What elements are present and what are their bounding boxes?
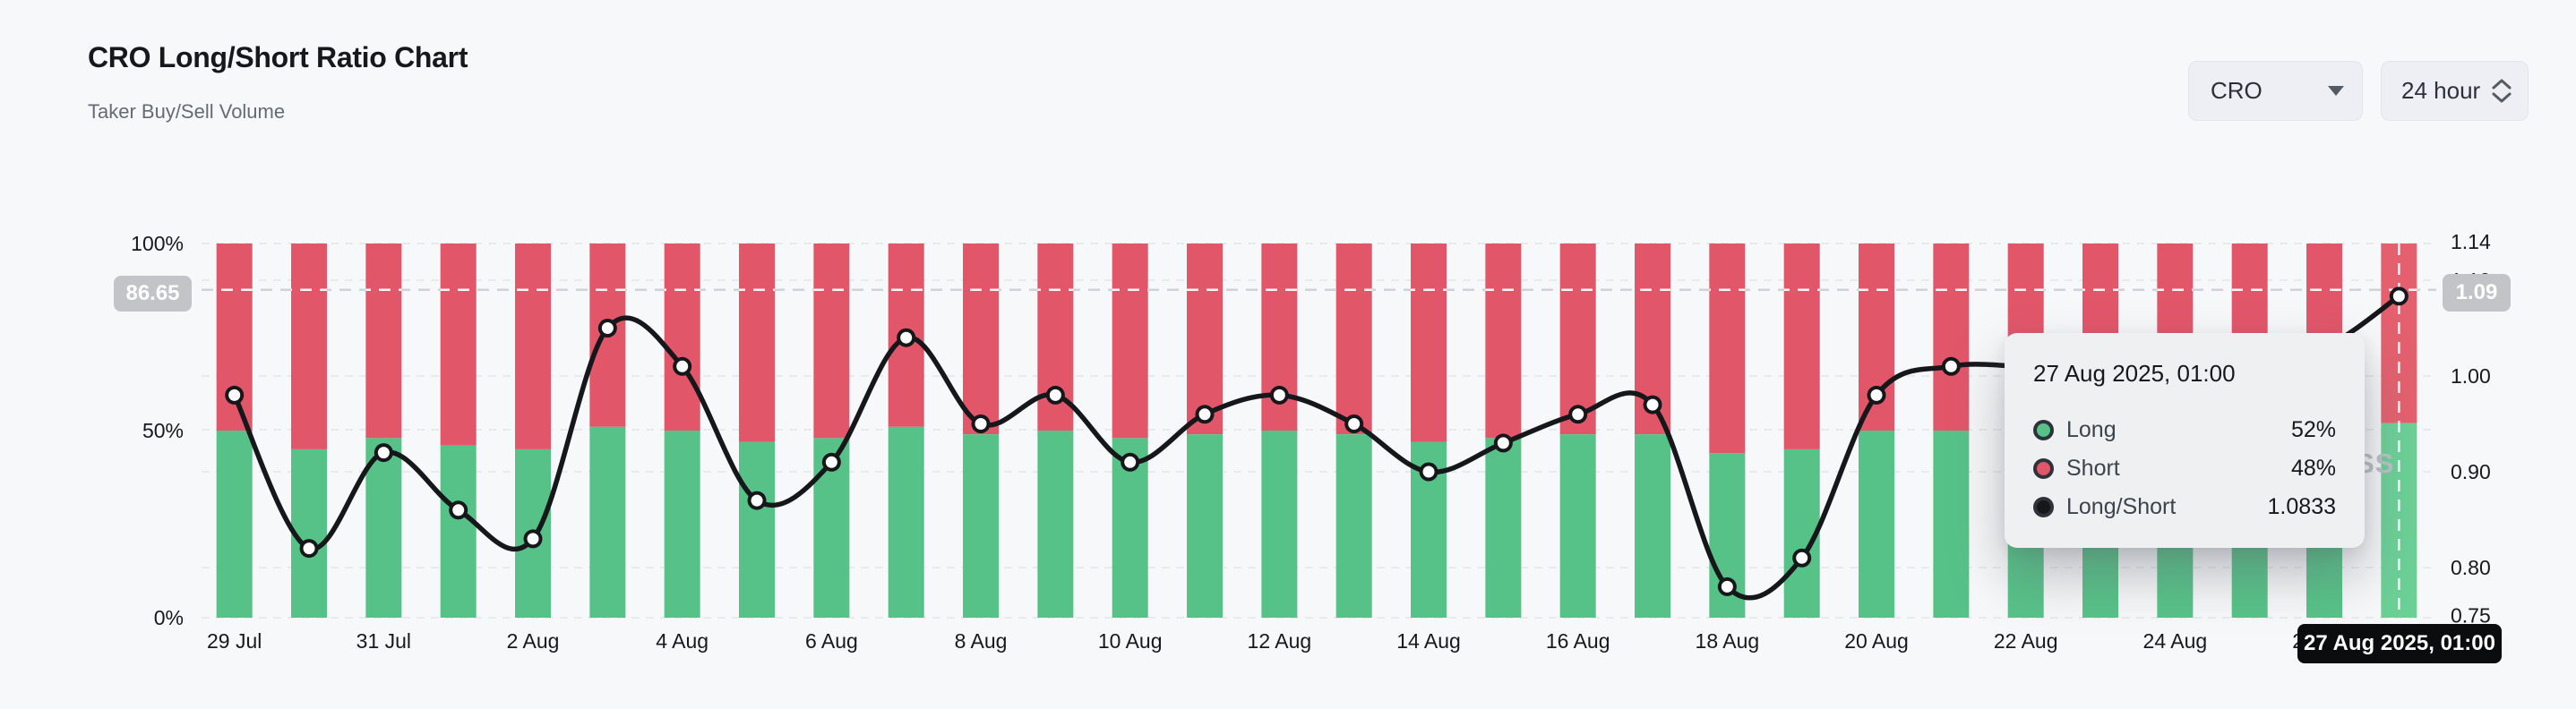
svg-text:31 Jul: 31 Jul: [356, 629, 411, 653]
svg-text:4 Aug: 4 Aug: [656, 629, 708, 653]
long-bar[interactable]: [1485, 438, 1522, 618]
svg-text:1.00: 1.00: [2451, 364, 2491, 388]
right-axis-value-badge: 1.09: [2443, 274, 2511, 312]
symbol-select[interactable]: CRO: [2188, 61, 2363, 121]
long-bar[interactable]: [216, 431, 253, 618]
interval-select-value: 24 hour: [2401, 77, 2481, 104]
long-bar[interactable]: [1559, 434, 1596, 618]
svg-text:6 Aug: 6 Aug: [805, 629, 858, 653]
svg-text:2 Aug: 2 Aug: [507, 629, 560, 653]
svg-text:100%: 100%: [131, 232, 184, 255]
ratio-line: [231, 294, 2402, 601]
short-bar[interactable]: [440, 243, 477, 446]
svg-text:0.75: 0.75: [2451, 604, 2491, 628]
tooltip-short-value: 48%: [2290, 456, 2336, 481]
long-bar[interactable]: [963, 434, 1000, 618]
short-bar[interactable]: [1411, 243, 1447, 442]
line-markers[interactable]: [225, 286, 2409, 596]
svg-text:22 Aug: 22 Aug: [1994, 629, 2058, 653]
long-bar[interactable]: [1187, 434, 1224, 618]
long-bar[interactable]: [1635, 434, 1671, 618]
tooltip-ratio-value: 1.0833: [2267, 494, 2336, 519]
short-bar[interactable]: [1187, 243, 1224, 435]
short-bar[interactable]: [963, 243, 1000, 435]
short-bar[interactable]: [1709, 243, 1746, 454]
tooltip-short-label: Short: [2066, 456, 2120, 481]
tooltip-date: 27 Aug 2025, 01:00: [2033, 360, 2236, 387]
chevron-up-down-icon: [2492, 79, 2512, 103]
svg-text:14 Aug: 14 Aug: [1396, 629, 1461, 653]
page-subtitle: Taker Buy/Sell Volume: [88, 100, 286, 123]
short-bar[interactable]: [739, 243, 776, 442]
svg-text:8 Aug: 8 Aug: [955, 629, 1008, 653]
short-bar[interactable]: [1783, 243, 1820, 449]
tooltip-ratio-label: Long/Short: [2066, 494, 2177, 519]
short-bar[interactable]: [1559, 243, 1596, 435]
tooltip-row-ratio: Long/Short 1.0833: [2033, 488, 2336, 526]
long-bar[interactable]: [440, 445, 477, 618]
long-bar[interactable]: [365, 438, 402, 618]
long-bar[interactable]: [664, 431, 700, 618]
short-bar[interactable]: [365, 243, 402, 439]
svg-text:0.80: 0.80: [2451, 556, 2491, 579]
long-bar[interactable]: [589, 426, 626, 618]
svg-text:20 Aug: 20 Aug: [1844, 629, 1909, 653]
short-bar[interactable]: [1485, 243, 1522, 439]
chart-tooltip: 27 Aug 2025, 01:00 Long 52% Short 48% Lo…: [2005, 333, 2365, 548]
short-dot-icon: [2033, 458, 2054, 479]
svg-text:50%: 50%: [142, 419, 184, 442]
svg-text:12 Aug: 12 Aug: [1248, 629, 1312, 653]
long-bar[interactable]: [1933, 431, 1970, 618]
svg-text:1.14: 1.14: [2451, 230, 2491, 253]
short-bar[interactable]: [664, 243, 700, 431]
long-bar[interactable]: [888, 426, 924, 618]
interval-select[interactable]: 24 hour: [2381, 61, 2529, 121]
long-bar[interactable]: [1859, 431, 1895, 618]
short-bar[interactable]: [1933, 243, 1970, 431]
short-bar[interactable]: [813, 243, 850, 439]
svg-text:0%: 0%: [154, 606, 184, 629]
long-bar[interactable]: [1037, 431, 1074, 618]
short-bar[interactable]: [515, 243, 552, 449]
short-bar[interactable]: [1335, 243, 1372, 435]
short-bar[interactable]: [291, 243, 328, 449]
svg-text:18 Aug: 18 Aug: [1696, 629, 1760, 653]
svg-text:16 Aug: 16 Aug: [1546, 629, 1610, 653]
long-dot-icon: [2033, 420, 2054, 440]
svg-text:10 Aug: 10 Aug: [1098, 629, 1163, 653]
crosshair-date-label: 27 Aug 2025, 01:00: [2297, 624, 2502, 663]
long-bar[interactable]: [1261, 431, 1298, 618]
left-axis-value-badge: 86.65: [114, 276, 192, 312]
tooltip-row-short: Short 48%: [2033, 449, 2336, 488]
svg-text:29 Jul: 29 Jul: [207, 629, 262, 653]
tooltip-long-label: Long: [2066, 417, 2117, 442]
short-bar[interactable]: [1112, 243, 1148, 439]
tooltip-long-value: 52%: [2290, 417, 2336, 442]
symbol-select-value: CRO: [2211, 77, 2263, 104]
page-title: CRO Long/Short Ratio Chart: [88, 41, 468, 73]
long-bar[interactable]: [739, 441, 776, 618]
long-bar[interactable]: [1335, 434, 1372, 618]
ratio-dot-icon: [2033, 497, 2054, 517]
chevron-down-icon: [2328, 86, 2344, 96]
svg-text:24 Aug: 24 Aug: [2143, 629, 2208, 653]
tooltip-row-long: Long 52%: [2033, 411, 2336, 449]
svg-text:0.90: 0.90: [2451, 460, 2491, 483]
